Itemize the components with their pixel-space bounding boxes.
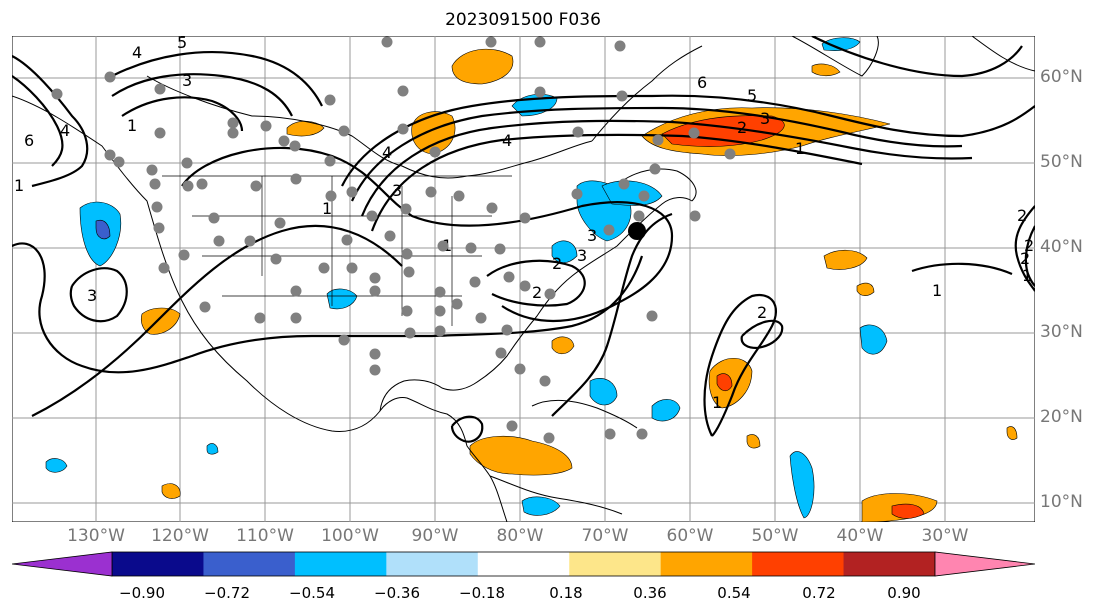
map-title: 2023091500 F036	[445, 10, 601, 30]
colorbar-tick-label: −0.90	[119, 584, 165, 602]
contour-label: 1	[14, 176, 24, 195]
colorbar-segment	[569, 552, 662, 576]
coastlines	[12, 36, 1035, 522]
contour-label: 2	[1017, 206, 1027, 225]
colorbar-segment	[112, 552, 204, 576]
contour-label: 6	[24, 131, 34, 150]
contour-label: 2	[532, 283, 542, 302]
contour-label: 1	[932, 281, 942, 300]
contour-label: 1	[322, 199, 332, 218]
colorbar-segment	[477, 552, 570, 576]
contour-label: 3	[587, 226, 597, 245]
lon-label-40w: 40°W	[836, 526, 884, 546]
contour-lines	[12, 36, 1035, 443]
contour-label: 4	[132, 43, 142, 62]
colorbar-tick-label: −0.54	[289, 584, 335, 602]
contour-label: 4	[382, 143, 392, 162]
contour-label: 2	[737, 118, 747, 137]
colorbar-segment	[660, 552, 753, 576]
colorbar-tick-label: −0.18	[459, 584, 505, 602]
contour-label: 1	[127, 116, 137, 135]
lon-label-60w: 60°W	[666, 526, 714, 546]
contour-label: 3	[577, 246, 587, 265]
colorbar-tick-label: 0.72	[802, 584, 836, 602]
lat-label-60n: 60°N	[1040, 67, 1083, 87]
contour-label: 2	[1020, 249, 1030, 268]
contour-label: 2	[1024, 236, 1034, 255]
colorbar-tick-label: −0.36	[374, 584, 420, 602]
lat-label-10n: 10°N	[1040, 492, 1083, 512]
colorbar-tick-label: −0.72	[204, 584, 250, 602]
storm-center-marker	[628, 222, 646, 240]
contour-label: 1	[795, 139, 805, 158]
contour-label: 5	[177, 36, 187, 52]
lon-label-110w: 110°W	[236, 526, 294, 546]
lon-label-90w: 90°W	[411, 526, 459, 546]
colorbar-segment	[294, 552, 387, 576]
lat-label-20n: 20°N	[1040, 407, 1083, 427]
colorbar-max-extend	[934, 551, 1035, 577]
lon-label-30w: 30°W	[921, 526, 969, 546]
colorbar	[12, 551, 1035, 577]
lat-label-30n: 30°N	[1040, 322, 1083, 342]
colorbar-segments	[111, 551, 936, 577]
colorbar-segment	[752, 552, 845, 576]
contour-label: 1	[1022, 266, 1032, 285]
colorbar-segment	[203, 552, 296, 576]
contour-label: 2	[757, 303, 767, 322]
contour-label: 3	[760, 109, 770, 128]
lat-label-40n: 40°N	[1040, 237, 1083, 257]
station-markers	[51, 36, 736, 444]
contour-label: 4	[502, 131, 512, 150]
lon-label-100w: 100°W	[321, 526, 379, 546]
colorbar-tick-label: 0.54	[717, 584, 751, 602]
contour-label-group: 6 5 4 3 2 1 1 2 3 4 5 6 3 1 2 3 2 1 1 2 …	[14, 36, 1034, 412]
colorbar-tick-label: 0.90	[887, 584, 921, 602]
contour-label: 2	[552, 254, 562, 273]
contour-label: 6	[697, 73, 707, 92]
colorbar-tick-label: 0.18	[549, 584, 583, 602]
lon-label-120w: 120°W	[151, 526, 209, 546]
contour-label: 3	[87, 286, 97, 305]
lat-label-50n: 50°N	[1040, 152, 1083, 172]
lon-label-130w: 130°W	[67, 526, 125, 546]
colorbar-tick-label: 0.36	[633, 584, 667, 602]
contour-label: 4	[60, 121, 70, 140]
lon-label-70w: 70°W	[581, 526, 629, 546]
contour-label: 5	[747, 86, 757, 105]
colorbar-segment	[843, 552, 936, 576]
colorbar-segment	[386, 552, 479, 576]
contour-label: 3	[392, 181, 402, 200]
colorbar-min-extend	[12, 551, 113, 577]
lon-label-50w: 50°W	[751, 526, 799, 546]
weather-map: 6 5 4 3 2 1 1 2 3 4 5 6 3 1 2 3 2 1 1 2 …	[12, 36, 1035, 522]
contour-label: 3	[182, 71, 192, 90]
lon-label-80w: 80°W	[496, 526, 544, 546]
contour-label: 1	[712, 393, 722, 412]
